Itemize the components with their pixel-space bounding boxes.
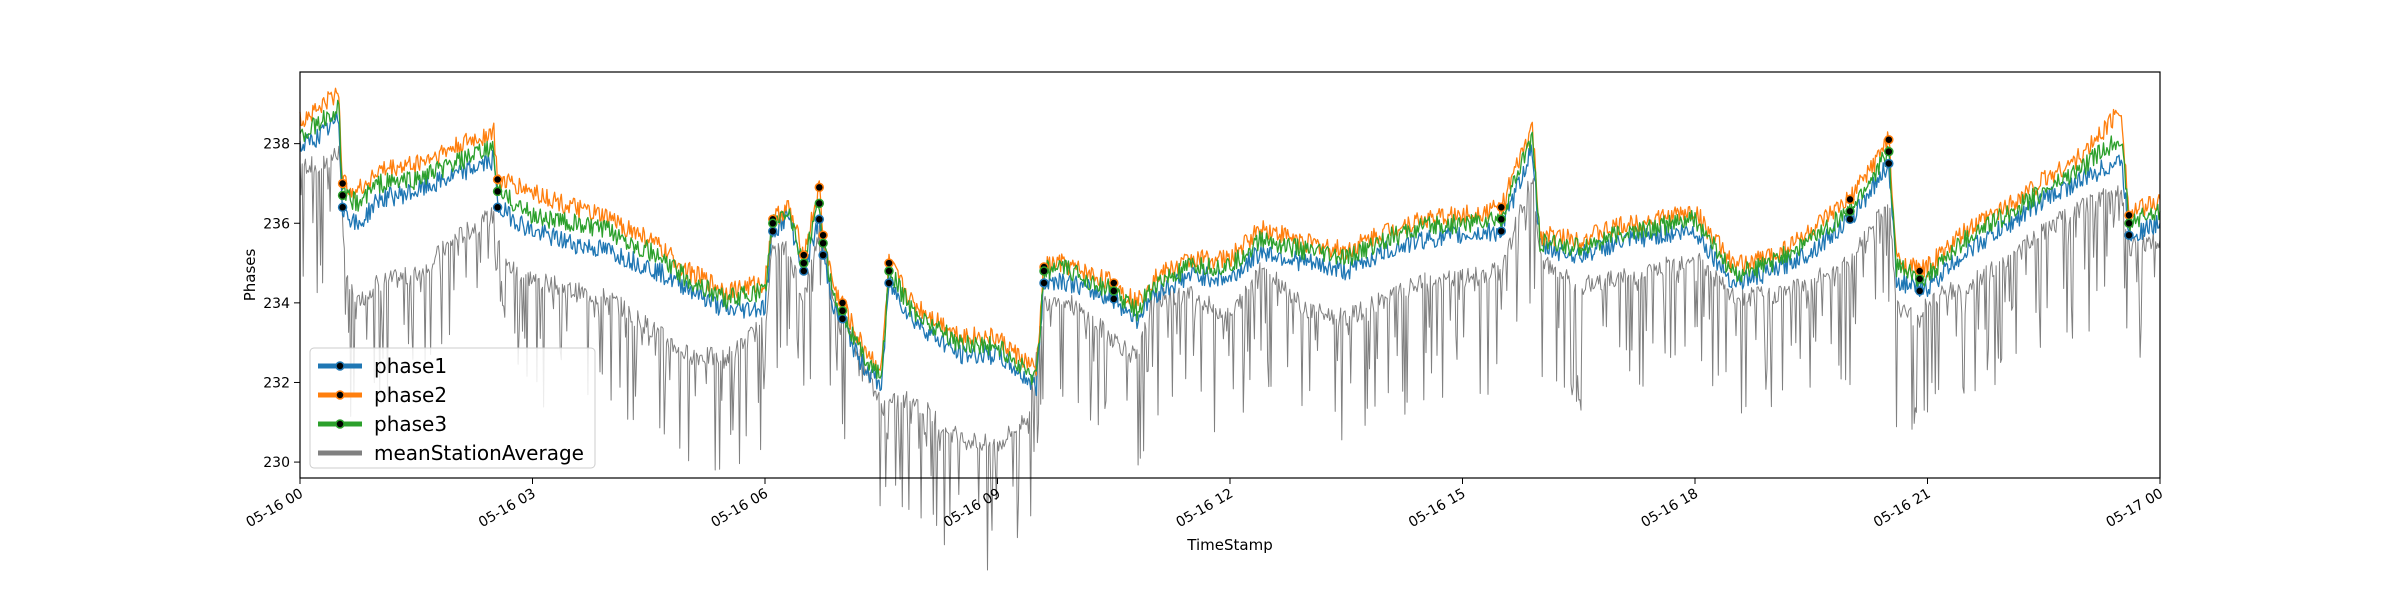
anomaly-point-phase2	[1496, 202, 1507, 213]
y-tick-label: 236	[263, 216, 290, 232]
legend-marker-phase3	[335, 419, 345, 429]
y-axis-label: Phases	[241, 249, 259, 302]
legend-label-phase3: phase3	[374, 412, 447, 436]
legend: phase1 phase2 phase3 meanStationAverage	[309, 347, 596, 469]
legend-marker-phase2	[335, 390, 345, 400]
anomaly-point-phase2	[818, 230, 828, 240]
anomaly-point-phase3	[818, 238, 828, 248]
anomaly-point-phase1	[884, 278, 894, 288]
x-tick-label: 05-16 15	[1406, 486, 1469, 531]
anomaly-point-phase3	[837, 306, 848, 316]
anomaly-point-phase2	[1109, 278, 1119, 288]
anomaly-point-phase3	[337, 190, 348, 201]
anomaly-point-phase1	[799, 266, 809, 276]
anomaly-point-phase3	[1914, 274, 1925, 284]
legend-marker-phase1	[335, 361, 345, 371]
anomaly-point-phase3	[1109, 286, 1119, 296]
anomaly-point-phase1	[492, 202, 503, 213]
y-tick-label: 232	[263, 375, 290, 391]
anomaly-point-phase1	[768, 226, 778, 236]
legend-label-phase1: phase1	[374, 354, 447, 378]
anomaly-point-phase2	[884, 258, 894, 268]
y-tick-label: 238	[263, 137, 290, 153]
anomaly-point-phase1	[1914, 286, 1925, 296]
anomaly-point-phase1	[1109, 294, 1119, 304]
anomaly-point-phase3	[492, 186, 503, 197]
x-tick-label: 05-16 18	[1638, 486, 1701, 531]
anomaly-point-phase2	[1914, 266, 1925, 276]
anomaly-point-phase1	[818, 250, 828, 260]
anomaly-point-phase2	[492, 174, 503, 185]
legend-label-phase2: phase2	[374, 383, 447, 407]
anomaly-point-phase2	[837, 298, 848, 308]
x-tick-label: 05-16 06	[708, 486, 771, 531]
x-tick-label: 05-17 00	[2103, 486, 2166, 531]
legend-box	[309, 347, 596, 469]
anomaly-point-phase3	[799, 258, 809, 268]
marker-layer	[337, 134, 2134, 324]
x-tick-label: 05-16 12	[1173, 486, 1236, 531]
x-tick-label: 05-16 00	[243, 486, 306, 531]
y-tick-label: 230	[263, 455, 290, 471]
anomaly-point-phase2	[1884, 134, 1894, 145]
anomaly-point-phase1	[1496, 226, 1507, 236]
legend-label-meanStationAverage: meanStationAverage	[374, 441, 584, 465]
anomaly-point-phase1	[337, 202, 348, 213]
anomaly-point-phase3	[768, 218, 778, 229]
anomaly-point-phase2	[2124, 210, 2134, 221]
x-tick-label: 05-16 21	[1871, 486, 1934, 531]
anomaly-point-phase1	[2124, 230, 2134, 240]
anomaly-point-phase1	[1845, 214, 1855, 225]
anomaly-point-phase3	[884, 266, 894, 276]
anomaly-point-phase2	[799, 250, 809, 260]
anomaly-point-phase1	[814, 214, 825, 225]
anomaly-point-phase3	[1845, 206, 1855, 217]
anomaly-point-phase3	[1496, 214, 1507, 225]
x-tick-label: 05-16 03	[476, 486, 539, 531]
anomaly-point-phase3	[1039, 266, 1049, 276]
y-tick-label: 234	[263, 296, 290, 312]
anomaly-point-phase2	[337, 178, 348, 189]
anomaly-point-phase1	[1884, 158, 1894, 169]
anomaly-point-phase1	[1039, 278, 1049, 288]
anomaly-point-phase2	[1845, 194, 1855, 205]
anomaly-point-phase2	[814, 182, 825, 193]
x-axis-label: TimeStamp	[1186, 536, 1272, 554]
y-axis: 230 232 234 236 238	[263, 137, 300, 471]
anomaly-point-phase3	[814, 198, 825, 209]
series-line-meanStationAverage	[299, 145, 2161, 571]
anomaly-point-phase3	[1884, 146, 1894, 157]
anomaly-point-phase1	[837, 314, 848, 324]
anomaly-point-phase3	[2124, 218, 2134, 229]
x-axis: 05-16 00 05-16 03 05-16 06 05-16 09 05-16 12…	[243, 478, 2166, 531]
